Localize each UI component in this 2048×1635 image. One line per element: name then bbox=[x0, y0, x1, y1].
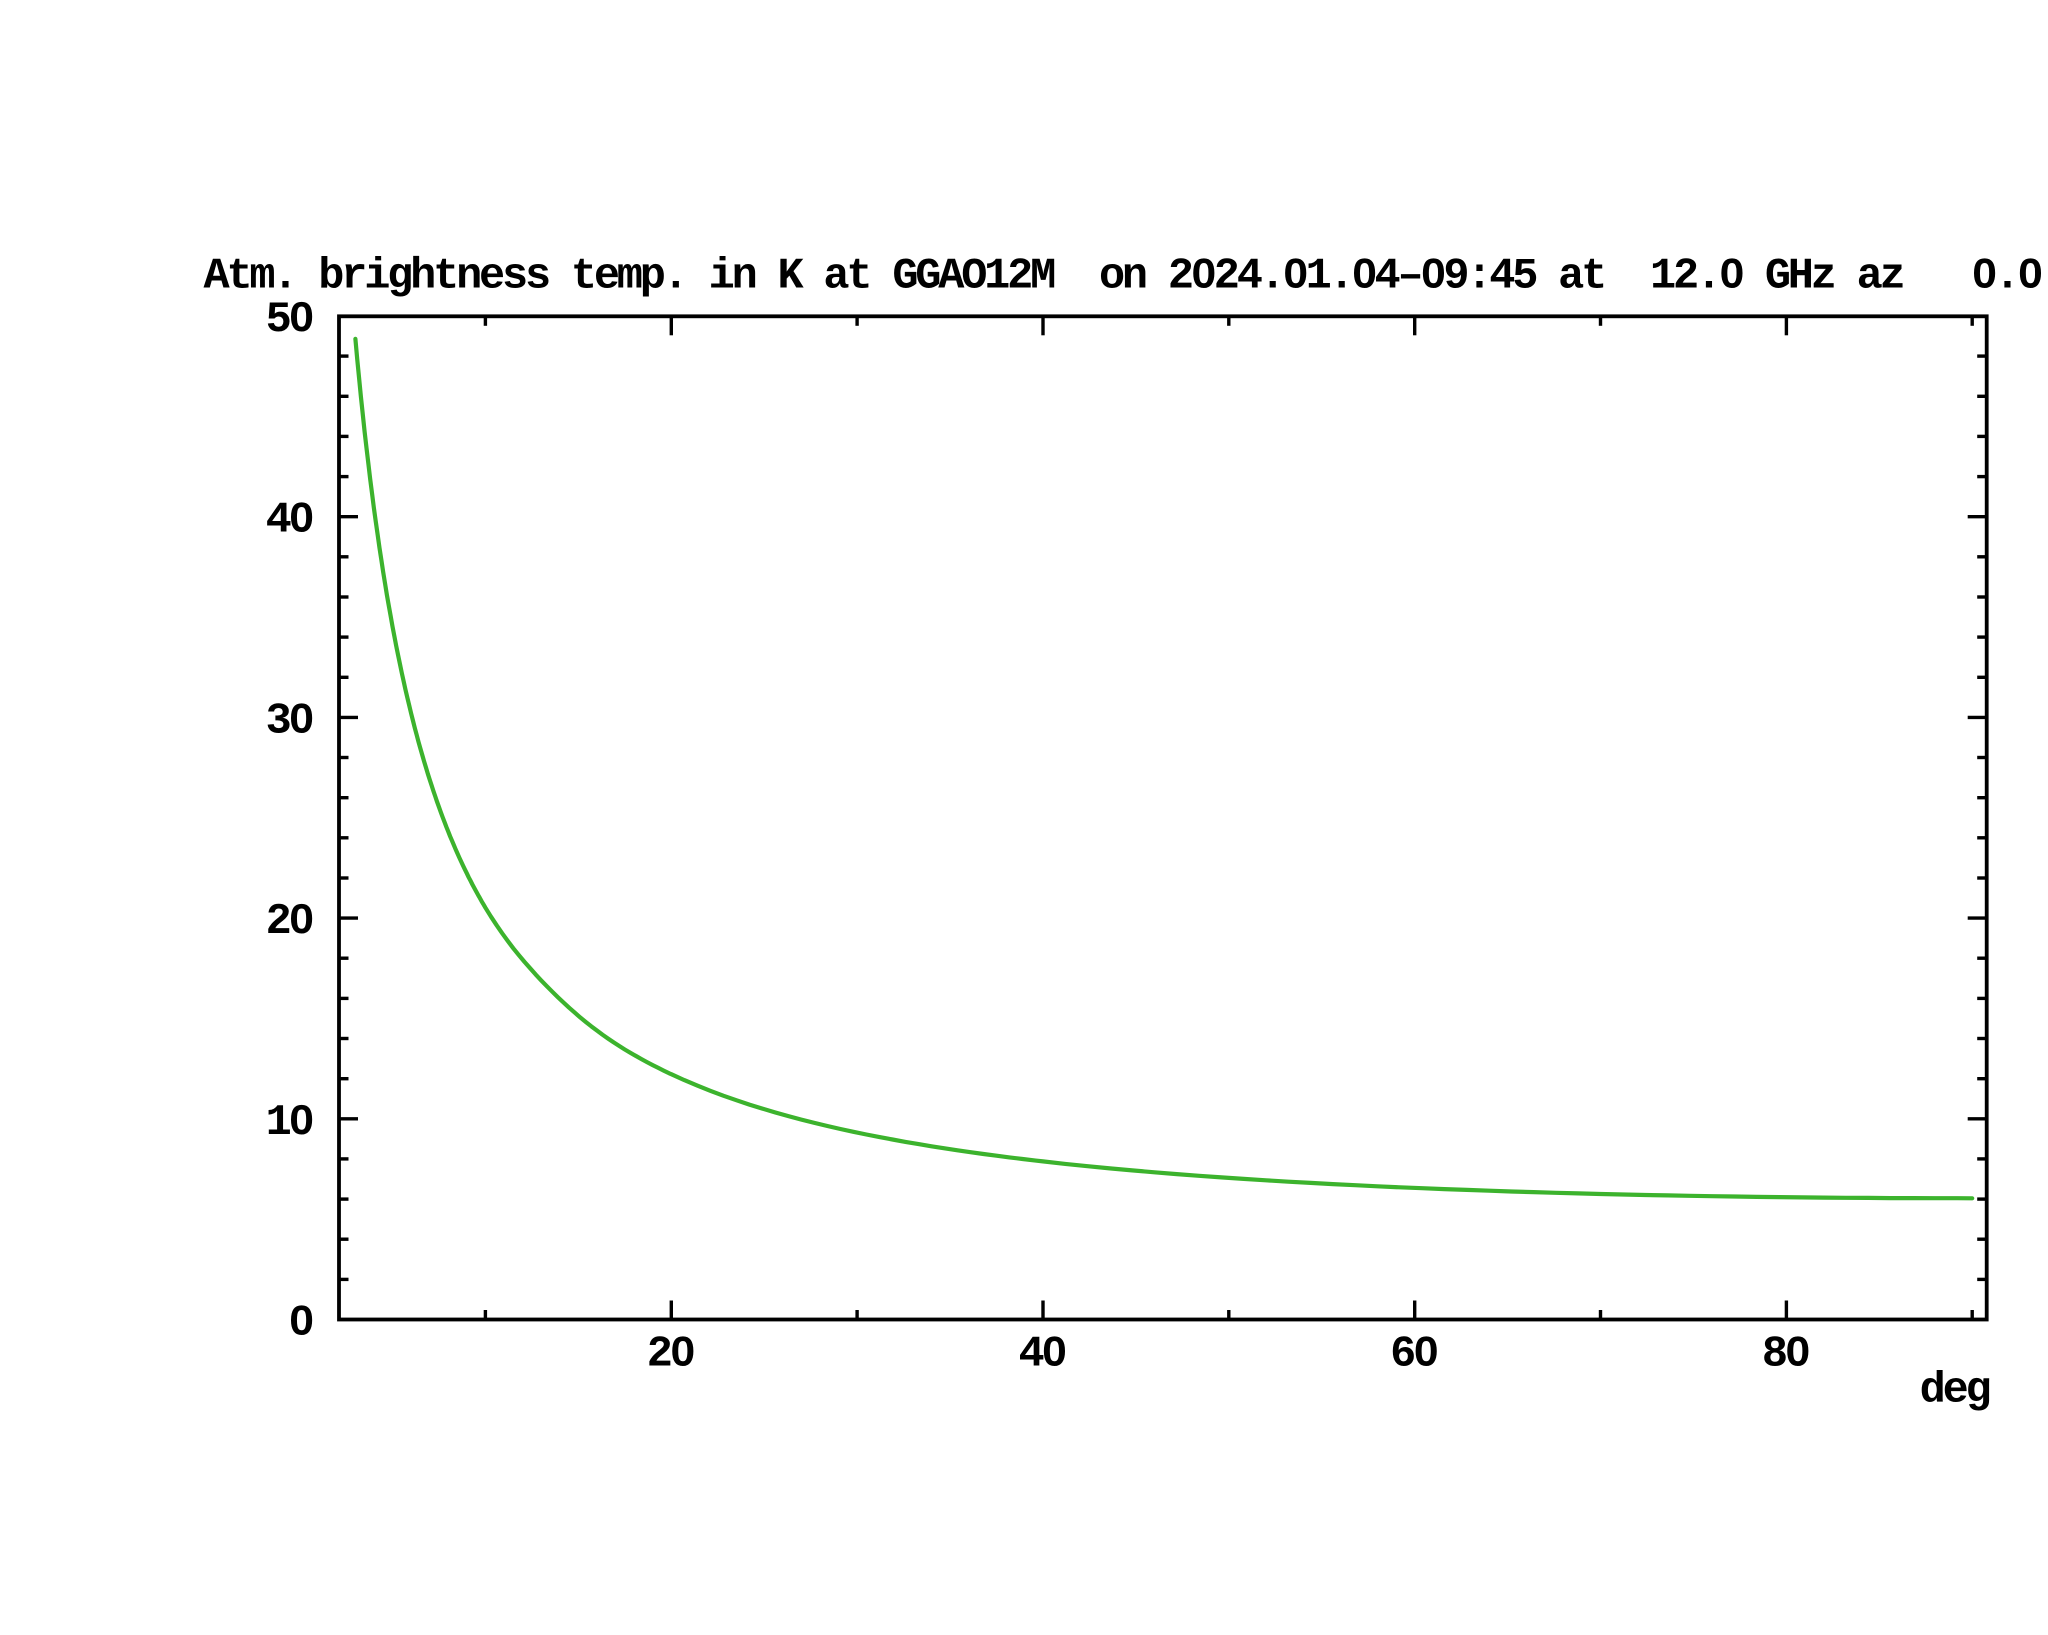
svg-text:40: 40 bbox=[266, 497, 313, 546]
svg-text:80: 80 bbox=[1762, 1331, 1809, 1380]
svg-text:20: 20 bbox=[266, 898, 313, 947]
svg-text:40: 40 bbox=[1018, 1331, 1065, 1380]
svg-text:50: 50 bbox=[266, 296, 313, 345]
svg-text:Atm. brightness temp. in K at: Atm. brightness temp. in K at GGAO12M on… bbox=[204, 253, 2042, 302]
svg-text:30: 30 bbox=[266, 697, 313, 746]
svg-text:10: 10 bbox=[266, 1099, 313, 1148]
svg-text:60: 60 bbox=[1390, 1331, 1437, 1380]
svg-text:deg: deg bbox=[1920, 1367, 1990, 1416]
svg-text:20: 20 bbox=[647, 1331, 694, 1380]
